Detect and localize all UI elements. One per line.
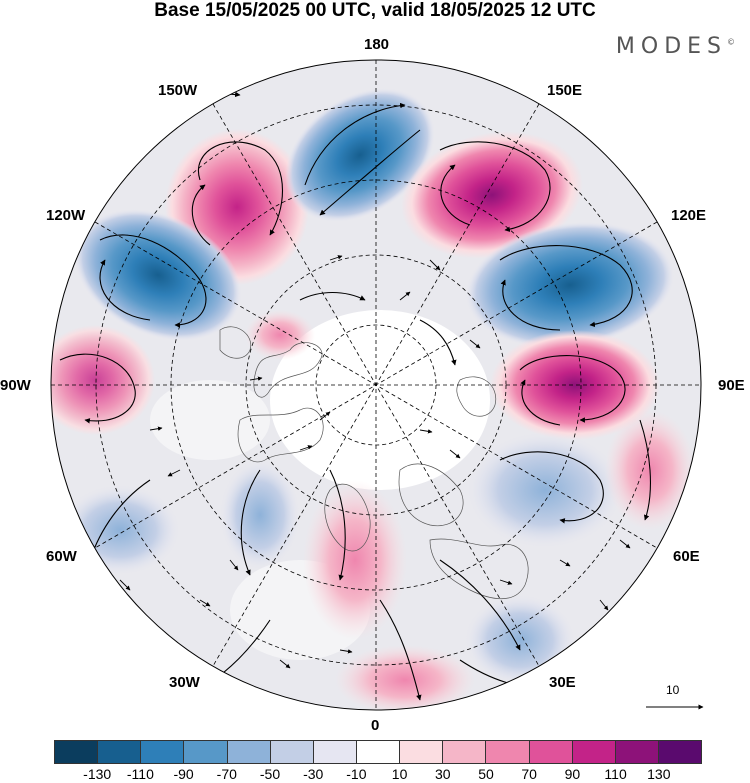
lon-label-180: 180 (364, 36, 390, 53)
lon-label-90W: 90W (0, 377, 31, 394)
anomaly-blob-pink-90W (51, 325, 155, 435)
colorbar-cell (400, 741, 444, 763)
brand-text: MODES (615, 34, 727, 59)
colorbar-tick-label: 10 (391, 766, 408, 782)
colorbar-tick-label: -70 (216, 766, 237, 782)
anomaly-blob-blue-lower-right (465, 595, 575, 685)
colorbar-tick-label: -110 (126, 766, 154, 782)
anomaly-blob-blue-60W (220, 460, 300, 570)
map-title: Base 15/05/2025 00 UTC, valid 18/05/2025… (154, 0, 596, 21)
colorbar-cell (55, 741, 99, 763)
lon-label-30W: 30W (169, 674, 200, 691)
colorbar-tick-label: -130 (83, 766, 112, 782)
copyright-mark: © (727, 37, 735, 47)
anomaly-field (51, 60, 701, 710)
colorbar-tick-label: 30 (435, 766, 451, 782)
lon-label-60W: 60W (46, 548, 77, 565)
anomaly-blob-pink-90E (490, 330, 660, 440)
lon-label-90E: 90E (718, 377, 745, 394)
colorbar-tick-label: -50 (259, 766, 281, 782)
wind-vectors (119, 255, 631, 669)
lon-label-60E: 60E (673, 548, 700, 565)
anomaly-blob-blue-120E (465, 221, 675, 349)
anomaly-blob-pink-30E (335, 645, 475, 710)
colorbar-tick-label: -30 (303, 766, 324, 782)
colorbar-tick-label: -90 (173, 766, 194, 782)
colorbar-cell (98, 741, 142, 763)
lon-label-30E: 30E (549, 674, 576, 691)
colorbar-cell (572, 741, 616, 763)
colorbar-tick-label: 50 (478, 766, 494, 782)
modes-logo: MODES© (616, 34, 735, 59)
lon-label-120E: 120E (671, 207, 707, 224)
map-boundary (50, 59, 702, 711)
colorbar (54, 740, 702, 764)
colorbar-cell (615, 741, 659, 763)
colorbar-ticks: -130 -110 -90 -70 -50 -30 -10 10 30 50 70 90 110 130 (54, 766, 702, 783)
anomaly-blob-blue-180 (285, 88, 435, 222)
anomaly-blob-blue-60E (467, 432, 623, 548)
lon-label-0: 0 (371, 717, 380, 734)
colorbar-cell (184, 741, 228, 763)
anomaly-blob-blue-120W (74, 209, 242, 341)
colorbar-tick-label: 70 (521, 766, 537, 782)
colorbar-cell (658, 741, 702, 763)
colorbar-cell (356, 741, 401, 763)
anomaly-blob-pink-small (245, 310, 315, 360)
lon-label-120W: 120W (46, 207, 86, 224)
anomaly-blob-purple-150E (401, 131, 583, 259)
colorbar-cell (313, 741, 357, 763)
lon-label-150E: 150E (547, 82, 583, 99)
colorbar-cell (486, 741, 530, 763)
reference-vector-label: 10 (666, 683, 680, 697)
coastlines (219, 326, 529, 599)
lon-label-150W: 150W (158, 82, 198, 99)
colorbar-tick-label: 90 (564, 766, 581, 782)
colorbar-cell (141, 741, 185, 763)
colorbar-tick-label: 130 (647, 766, 671, 782)
colorbar-cell (529, 741, 573, 763)
colorbar-cell (227, 741, 271, 763)
colorbar-tick-label: -10 (346, 766, 367, 782)
colorbar-tick-label: 110 (604, 766, 627, 782)
anomaly-blob-blue-45W (60, 485, 180, 575)
anomaly-blob-pink-0 (303, 480, 407, 640)
graticule (51, 60, 701, 710)
colorbar-cell (443, 741, 487, 763)
colorbar-cell (270, 741, 314, 763)
